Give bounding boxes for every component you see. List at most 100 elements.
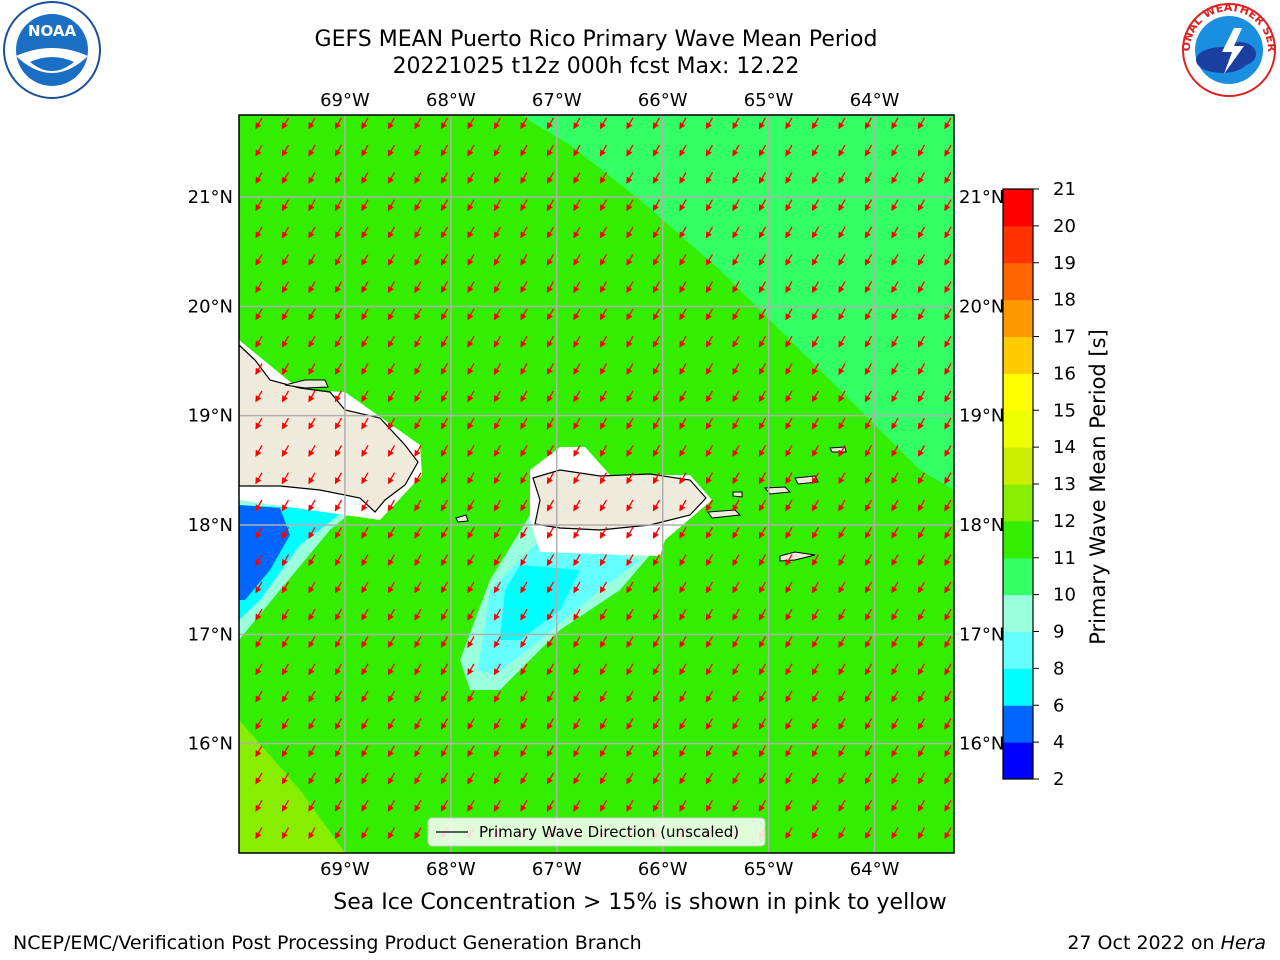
wave-arrow [917, 799, 926, 812]
wave-arrow [387, 690, 396, 703]
land-virgin-islands [707, 446, 847, 562]
wave-arrow [467, 799, 475, 812]
wave-arrow [493, 117, 502, 130]
wave-arrow [599, 745, 608, 758]
wave-arrow [732, 608, 740, 621]
footer-credit: NCEP/EMC/Verification Post Processing Pr… [13, 932, 642, 954]
wave-arrow [599, 799, 608, 812]
wave-arrow [414, 417, 422, 430]
lat-label-left: 16°N [188, 734, 233, 755]
wave-arrow [811, 636, 820, 649]
colorbar-segment [1003, 410, 1033, 448]
wave-arrow [361, 636, 369, 649]
wave-arrow [785, 445, 793, 457]
wave-arrow [281, 772, 290, 785]
wave-arrow [440, 581, 449, 594]
period-region-pr-plume-core [500, 565, 580, 640]
wave-arrow [493, 772, 502, 785]
wave-arrow [546, 144, 555, 157]
wave-arrow [864, 772, 873, 785]
wave-arrow [811, 445, 820, 457]
wave-arrow [785, 172, 793, 184]
wave-arrow [414, 144, 422, 157]
wave-arrow [334, 117, 343, 130]
wave-arrow [679, 308, 687, 321]
wave-arrow [493, 199, 502, 212]
wave-arrow [440, 690, 449, 703]
lon-label-bottom: 67°W [532, 859, 582, 880]
wave-arrow [334, 772, 343, 785]
wave-arrow [758, 335, 767, 348]
wave-arrow [467, 281, 475, 294]
wave-arrow [255, 827, 263, 840]
wave-arrow [891, 526, 899, 539]
wave-arrow [864, 663, 873, 676]
wave-arrow [599, 581, 608, 594]
wave-arrow [414, 363, 422, 376]
wave-arrow [308, 718, 316, 730]
wave-arrow [705, 199, 714, 212]
wave-arrow [838, 499, 846, 512]
wave-arrow [917, 636, 926, 649]
wave-arrow [281, 690, 290, 703]
wave-arrow [626, 526, 634, 539]
wave-arrow [944, 581, 952, 594]
wave-arrow [334, 363, 343, 376]
wave-arrow [414, 499, 422, 512]
wave-arrow [467, 417, 475, 430]
lon-label-top: 69°W [320, 90, 370, 111]
wave-arrow [917, 144, 926, 157]
wave-arrow [467, 172, 475, 184]
wave-arrow [255, 799, 263, 812]
wave-arrow [944, 745, 952, 758]
wave-arrow [546, 718, 555, 730]
wave-arrow [255, 526, 263, 539]
wave-arrow [520, 581, 528, 594]
wave-arrow [467, 445, 475, 457]
wave-arrow [811, 827, 820, 840]
axis-tick-labels: 69°W 69°W 68°W 68°W 67°W 67°W 66°W 66°W 65°W 65°W… [188, 90, 1005, 880]
lon-label-bottom: 66°W [638, 859, 688, 880]
wave-arrow [573, 526, 581, 539]
wave-arrow [387, 581, 396, 594]
colorbar-tick-label: 20 [1053, 216, 1076, 237]
wave-arrow [838, 172, 846, 184]
wave-arrow [599, 144, 608, 157]
wave-arrow [864, 799, 873, 812]
wave-arrow [308, 417, 316, 430]
wave-arrow [467, 390, 475, 403]
wave-arrow [811, 772, 820, 785]
wave-arrow [864, 390, 873, 403]
wave-arrow [679, 636, 687, 649]
wave-arrow [308, 554, 316, 567]
wave-arrow [917, 117, 926, 130]
wave-arrow [944, 417, 952, 430]
wave-arrow [520, 363, 528, 376]
wave-arrow [440, 472, 449, 485]
wave-arrow [573, 663, 581, 676]
wave-arrow [758, 281, 767, 294]
footer-date-text: 27 Oct 2022 on [1067, 932, 1221, 954]
wave-arrow [811, 799, 820, 812]
wave-arrow [838, 581, 846, 594]
wave-arrow [732, 799, 740, 812]
wave-arrow [334, 827, 343, 840]
wave-arrow [546, 363, 555, 376]
wave-arrow [599, 608, 608, 621]
wave-arrow [414, 827, 422, 840]
wave-arrow [652, 281, 661, 294]
wave-arrow [838, 308, 846, 321]
wave-arrow [917, 554, 926, 567]
wave-arrow [758, 253, 767, 266]
wave-arrow [414, 636, 422, 649]
wave-arrow [599, 363, 608, 376]
wave-arrow [838, 226, 846, 239]
wave-arrow [785, 581, 793, 594]
wave-arrow [679, 526, 687, 539]
colorbar-tick-label: 15 [1053, 400, 1076, 421]
wave-arrow [944, 827, 952, 840]
wave-arrow [281, 199, 290, 212]
wave-arrow [520, 554, 528, 567]
wave-arrow [705, 663, 714, 676]
wave-arrow [281, 417, 290, 430]
